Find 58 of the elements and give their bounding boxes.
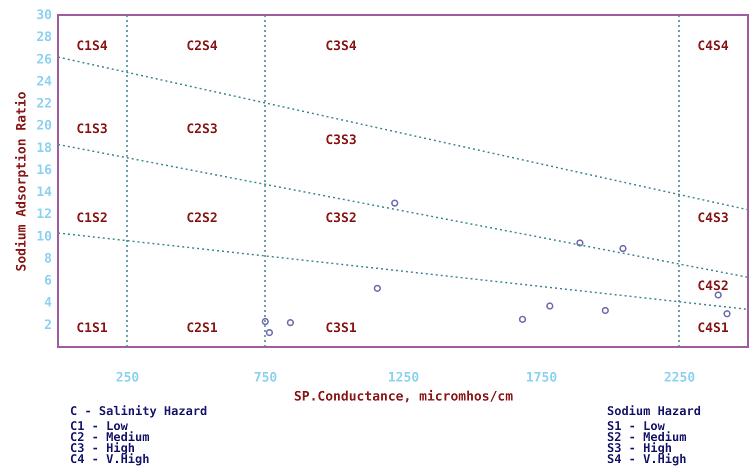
x-tick-label: 750 [254, 370, 278, 386]
x-tick-label: 2250 [664, 370, 696, 386]
y-tick-label: 12 [36, 207, 52, 222]
y-tick-label: 4 [44, 296, 52, 311]
point [714, 291, 722, 299]
text: C4 - V.High [70, 452, 150, 466]
text: S1 - Low [607, 419, 666, 433]
point [576, 239, 584, 247]
annotation: C2S2 [186, 211, 218, 226]
annotation: C1S4 [76, 39, 108, 54]
annotation: C1S2 [76, 211, 108, 226]
text: S3 - High [607, 441, 672, 455]
text: C1 - Low [70, 419, 129, 433]
y-tick-label: 28 [36, 30, 52, 46]
annotation: C3S3 [325, 133, 357, 148]
annotation: C4S4 [697, 39, 729, 54]
annotation: C2S4 [186, 39, 218, 54]
annotation: C4S2 [697, 279, 729, 294]
annotation: C4S3 [697, 211, 729, 226]
annotation: C3S1 [325, 321, 357, 336]
point [723, 310, 731, 318]
text: S4 - V.High [607, 452, 686, 466]
point [266, 328, 274, 336]
y-tick-label: 30 [36, 8, 52, 23]
y-tick-label: 22 [36, 96, 52, 112]
annotation: C1S3 [76, 122, 108, 137]
y-tick-label: 2 [44, 318, 52, 333]
annotation: C2S3 [186, 122, 218, 137]
x-axis-title: SP.Conductance, micromhos/cm [294, 390, 514, 404]
x-tick-label: 1750 [526, 370, 558, 386]
y-tick-label: 6 [44, 274, 52, 289]
y-tick-label: 16 [36, 162, 52, 178]
x-tick-label: 250 [116, 370, 140, 386]
annotation: C2S1 [186, 321, 218, 336]
y-tick-label: 10 [36, 229, 52, 244]
point [391, 200, 398, 207]
text: C3 - High [70, 441, 136, 455]
annotation: C4S1 [697, 321, 729, 336]
annotation: C1S1 [76, 321, 108, 336]
point [374, 284, 381, 292]
point [286, 319, 294, 326]
point [619, 244, 627, 252]
text: Sodium Hazard [607, 404, 701, 418]
point [546, 302, 554, 310]
point [602, 306, 609, 314]
y-tick-label: 26 [36, 52, 52, 68]
annotation: C3S2 [325, 211, 357, 226]
point [262, 318, 269, 326]
y-tick-label: 24 [36, 74, 52, 90]
point [518, 316, 526, 323]
y-tick-label: 18 [36, 140, 52, 156]
text: C - Salinity Hazard [70, 404, 208, 418]
y-tick-label: 8 [44, 251, 52, 266]
y-tick-label: 14 [36, 185, 52, 200]
annotation: C3S4 [325, 39, 357, 54]
y-axis-title: Sodium Adsorption Ratio [14, 91, 30, 272]
x-tick-label: 1250 [388, 370, 420, 386]
y-tick-label: 20 [36, 118, 52, 134]
